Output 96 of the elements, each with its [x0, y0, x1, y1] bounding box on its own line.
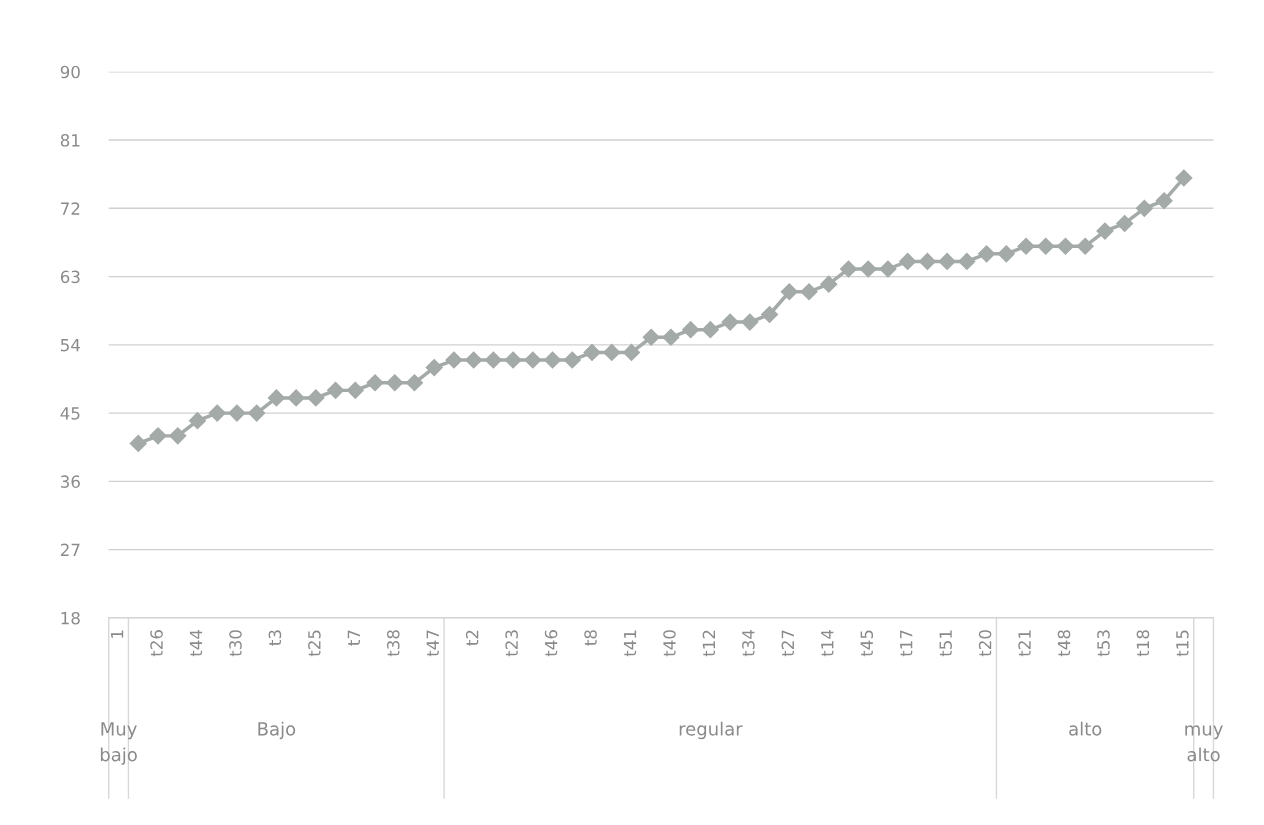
y-tick-label: 63	[60, 270, 80, 284]
point	[425, 359, 443, 377]
point	[248, 404, 266, 422]
point	[1135, 199, 1153, 217]
x-tick-label: t12	[702, 630, 715, 657]
point	[780, 283, 798, 301]
y-tick-label: 90	[60, 65, 80, 79]
x-tick-label: t15	[1176, 630, 1189, 657]
point	[918, 252, 936, 270]
x-tick-label: t40	[663, 630, 676, 657]
x-tick-label: t41	[623, 630, 637, 657]
y-tick-label: 54	[61, 339, 80, 352]
x-tick-label: t18	[1136, 630, 1150, 657]
y-tick-label: 72	[61, 202, 80, 215]
point	[188, 412, 207, 430]
point	[129, 434, 147, 453]
x-tick-label: t25	[308, 630, 321, 657]
point	[544, 351, 562, 369]
point	[405, 374, 424, 392]
point	[267, 389, 285, 407]
point	[761, 305, 779, 324]
x-tick-label: t30	[229, 630, 242, 657]
x-tick-label: t2	[465, 630, 479, 646]
point	[386, 374, 404, 392]
point	[1037, 237, 1055, 255]
x-tick-label: t21	[1018, 630, 1031, 657]
y-tick-label: 45	[60, 407, 80, 420]
text: Bajo	[258, 721, 296, 740]
x-tick-label: t38	[386, 630, 400, 657]
point	[445, 351, 463, 369]
text: regular	[679, 721, 743, 740]
x-tick-label: t17	[900, 630, 913, 657]
x-tick-label: t7	[347, 630, 360, 646]
point	[682, 321, 700, 339]
point	[346, 381, 364, 399]
point	[899, 252, 917, 270]
point	[839, 260, 858, 278]
point	[1076, 237, 1094, 255]
point	[958, 252, 976, 270]
point	[721, 313, 739, 331]
y-tick-label: 81	[60, 134, 80, 147]
x-tick-label: t48	[1057, 630, 1071, 657]
x-tick-label: t26	[150, 630, 163, 657]
point	[169, 427, 187, 445]
x-tick-label: t47	[426, 630, 439, 657]
point	[978, 245, 996, 263]
y-tick-label: 36	[60, 475, 80, 488]
x-tick-label: t44	[189, 629, 203, 657]
x-tick-label: t51	[939, 630, 952, 657]
point	[1175, 169, 1193, 187]
point	[662, 328, 680, 346]
point	[484, 351, 502, 369]
y-tick-label: 18	[61, 611, 80, 625]
point	[800, 283, 818, 301]
x-tick-label: t27	[781, 630, 794, 657]
x-tick-label: t23	[505, 630, 518, 657]
text: Muy bajo	[100, 722, 137, 765]
point	[1116, 214, 1134, 233]
x-tick-label: t45	[860, 630, 874, 657]
point	[1056, 237, 1075, 255]
point	[307, 389, 325, 407]
point	[149, 427, 167, 445]
point	[1096, 222, 1114, 240]
point	[504, 351, 522, 369]
x-tick-label: t46	[544, 630, 558, 657]
point	[820, 275, 838, 293]
point	[1017, 237, 1035, 255]
text: muy alto	[1185, 725, 1223, 762]
point	[997, 245, 1015, 263]
point	[741, 313, 759, 331]
x-tick-label: t8	[584, 630, 597, 646]
point	[642, 328, 660, 346]
point	[701, 321, 719, 339]
point	[228, 404, 246, 422]
x-tick-label: t3	[268, 630, 282, 646]
point	[563, 351, 581, 369]
point	[583, 343, 601, 361]
x-tick-label: t20	[978, 630, 992, 657]
point	[287, 389, 305, 407]
point	[327, 381, 345, 399]
text: alto	[1069, 721, 1102, 736]
point	[208, 404, 226, 422]
point	[366, 374, 384, 392]
point	[879, 260, 897, 278]
point	[524, 351, 542, 369]
x-tick-label: 1	[111, 630, 124, 638]
x-tick-label: t14	[821, 629, 834, 657]
y-tick-label: 27	[60, 543, 80, 556]
point	[1155, 192, 1173, 210]
x-tick-label: t34	[742, 629, 755, 657]
point	[938, 252, 956, 270]
x-tick-label: t53	[1097, 630, 1110, 657]
point	[465, 351, 483, 369]
point	[859, 260, 877, 278]
point	[622, 343, 641, 361]
point	[603, 343, 621, 361]
